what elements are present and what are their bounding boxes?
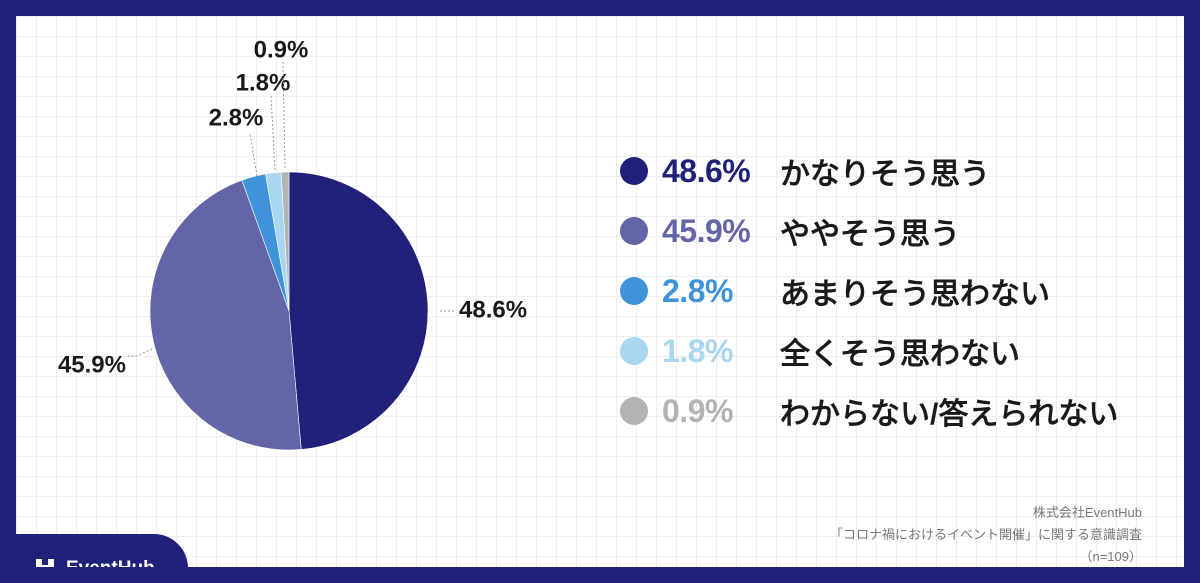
data-label: 48.6% <box>459 296 527 323</box>
leader-line <box>270 95 276 171</box>
legend-item-yaya: 45.9% ややそう思う <box>620 201 1180 261</box>
chart-card: 48.6% 45.9% 2.8% 1.8% 0.9% 48.6% かなりそう思う 45.… <box>16 16 1184 567</box>
leader-line <box>128 348 153 357</box>
data-label: 2.8% <box>209 104 264 131</box>
leader-line <box>249 133 258 177</box>
legend-swatch <box>620 217 648 245</box>
legend-item-amari: 2.8% あまりそう思わない <box>620 261 1180 321</box>
brand-badge: EventHub <box>16 534 188 567</box>
legend-item-wakaranai: 0.9% わからない/答えられない <box>620 381 1180 441</box>
legend-percent: 1.8% <box>662 332 733 369</box>
legend-label: かなりそう思う <box>780 158 990 191</box>
legend-swatch <box>620 157 648 185</box>
legend-item-mattaku: 1.8% 全くそう思わない <box>620 321 1180 381</box>
source-note: 株式会社EventHub 「コロナ禍におけるイベント開催」に関する意識調査 （n… <box>830 502 1142 567</box>
source-company: 株式会社EventHub <box>1032 505 1142 520</box>
data-label: 1.8% <box>236 69 291 96</box>
legend-swatch <box>620 397 648 425</box>
source-sample: （n=109） <box>1079 549 1142 564</box>
legend-percent: 48.6% <box>662 152 751 189</box>
eventhub-logo-icon <box>36 559 54 567</box>
legend-label: ややそう思う <box>780 218 960 251</box>
source-survey: 「コロナ禍におけるイベント開催」に関する意識調査 <box>829 527 1142 542</box>
data-label: 45.9% <box>58 351 126 378</box>
data-label: 0.9% <box>254 36 309 63</box>
slice-kanari <box>288 171 429 450</box>
brand-name: EventHub <box>66 558 155 567</box>
legend-label: わからない/答えられない <box>780 398 1119 431</box>
pie-chart: 48.6% 45.9% 2.8% 1.8% 0.9% <box>58 36 527 451</box>
legend-item-kanari: 48.6% かなりそう思う <box>620 141 1180 201</box>
slice-yaya <box>149 179 302 451</box>
legend-percent: 45.9% <box>662 212 751 249</box>
leader-line <box>282 61 286 169</box>
legend-percent: 2.8% <box>662 272 733 309</box>
legend-label: 全くそう思わない <box>780 338 1020 371</box>
legend-swatch <box>620 337 648 365</box>
legend-swatch <box>620 277 648 305</box>
slice-wakaranai <box>280 171 290 312</box>
legend-percent: 0.9% <box>662 392 733 429</box>
legend: 48.6% かなりそう思う 45.9% ややそう思う 2.8% あまりそう思わな… <box>620 141 1180 441</box>
legend-label: あまりそう思わない <box>780 278 1050 311</box>
